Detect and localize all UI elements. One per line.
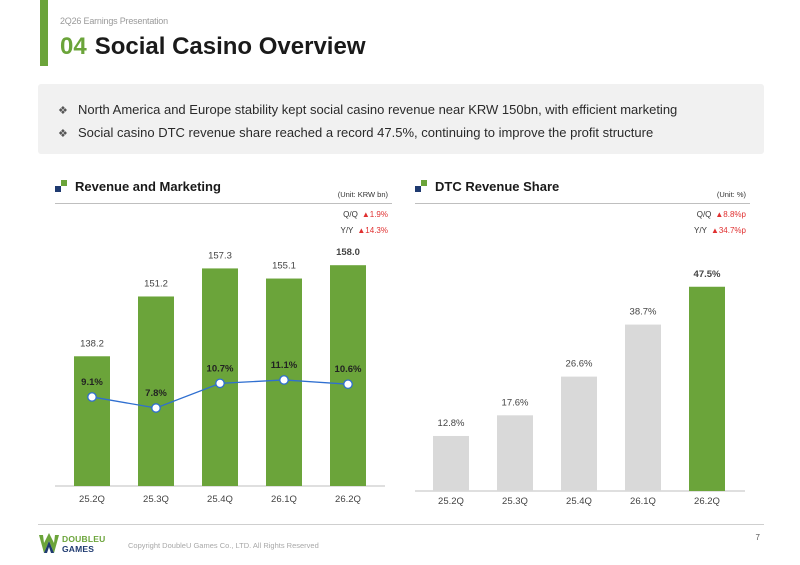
x-tick-label: 26.2Q [694, 496, 720, 507]
dtc-share-bar [561, 376, 597, 491]
yoy-label: Y/Y [694, 226, 707, 235]
summary-bullet-text: Social casino DTC revenue share reached … [78, 125, 654, 140]
unit-label: (Unit: KRW bn) [337, 190, 388, 199]
dtc-share-bar [497, 415, 533, 491]
bullet-diamond-icon: ❖ [58, 105, 68, 117]
panel-header: DTC Revenue Share (Unit: %) [415, 170, 750, 204]
revenue-bar [74, 356, 110, 486]
title-square-icon [421, 180, 427, 186]
summary-bullet-text: North America and Europe stability kept … [78, 102, 678, 117]
dtc-share-value-label: 47.5% [694, 269, 721, 280]
qoq-change: Q/Q ▲8.8%p [697, 210, 746, 219]
qoq-label: Q/Q [696, 210, 712, 219]
dtc-share-value-label: 38.7% [630, 307, 657, 318]
dtc-share-value-label: 26.6% [566, 359, 593, 370]
qoq-change: Q/Q ▲1.9% [343, 210, 388, 219]
title-square-icon [415, 186, 421, 192]
revenue-marketing-chart: 138.2 25.2Q 151.2 25.3Q 157.3 25.4Q 155.1 26.1Q… [55, 247, 385, 505]
qoq-value: ▲8.8%p [715, 210, 746, 219]
revenue-marketing-panel: Revenue and Marketing (Unit: KRW bn) Q/Q… [55, 170, 392, 505]
dtc-share-value-label: 12.8% [438, 418, 465, 429]
title-square-icon [61, 180, 67, 186]
yoy-label: Y/Y [340, 226, 354, 235]
marketing-ratio-point [87, 392, 97, 402]
revenue-value-label: 138.2 [80, 338, 104, 349]
x-tick-label: 25.3Q [502, 496, 528, 507]
presentation-eyebrow: 2Q26 Earnings Presentation [60, 16, 168, 26]
logo-text: GAMES [62, 544, 95, 554]
section-number: 04 [60, 33, 87, 60]
x-tick-label: 26.1Q [271, 494, 297, 505]
marketing-ratio-label: 10.6% [335, 364, 362, 375]
revenue-value-label: 158.0 [336, 247, 360, 258]
marketing-ratio-point [343, 379, 353, 390]
panel-title: DTC Revenue Share [435, 179, 560, 194]
section-title: Social Casino Overview [94, 33, 366, 60]
x-tick-label: 25.4Q [566, 496, 592, 507]
dtc-share-chart: 12.8% 25.2Q 17.6% 25.3Q 26.6% 25.4Q 38.7% 26.1Q… [415, 269, 745, 507]
x-tick-label: 25.2Q [438, 496, 464, 507]
x-tick-label: 26.2Q [335, 494, 361, 505]
x-tick-label: 26.1Q [630, 496, 656, 507]
logo-text: DOUBLEU [62, 534, 106, 544]
page-title: 04 Social Casino Overview [60, 33, 366, 61]
dtc-share-bar [625, 324, 661, 491]
yoy-value: ▲14.3% [357, 226, 388, 235]
panel-header: Revenue and Marketing (Unit: KRW bn) [55, 170, 392, 204]
marketing-ratio-label: 7.8% [145, 388, 167, 399]
marketing-ratio-label: 11.1% [271, 360, 298, 371]
x-tick-label: 25.4Q [207, 494, 233, 505]
copyright-text: Copyright DoubleU Games Co., LTD. All Ri… [128, 541, 319, 550]
marketing-ratio-point [215, 378, 225, 389]
yoy-change: Y/Y ▲34.7%p [694, 226, 746, 235]
bullet-diamond-icon: ❖ [58, 128, 68, 140]
panel-title: Revenue and Marketing [75, 179, 221, 194]
qoq-label: Q/Q [343, 210, 358, 219]
dtc-share-panel: DTC Revenue Share (Unit: %) Q/Q ▲8.8%p Y/… [415, 170, 750, 507]
revenue-value-label: 155.1 [272, 261, 296, 272]
marketing-ratio-point [151, 403, 161, 413]
unit-label: (Unit: %) [716, 190, 746, 199]
revenue-value-label: 157.3 [208, 250, 232, 261]
dtc-share-bar [433, 435, 469, 491]
dtc-share-value-label: 17.6% [502, 397, 529, 408]
x-tick-label: 25.2Q [79, 494, 105, 505]
marketing-ratio-label: 10.7% [207, 363, 234, 374]
revenue-bar [138, 296, 174, 486]
doubleu-w-logo-icon [39, 533, 59, 553]
revenue-bar [202, 268, 238, 486]
yoy-change: Y/Y ▲14.3% [340, 226, 388, 235]
x-tick-label: 25.3Q [143, 494, 169, 505]
marketing-ratio-point [279, 375, 289, 385]
qoq-value: ▲1.9% [361, 210, 388, 219]
title-square-icon [55, 186, 61, 192]
page-number: 7 [755, 533, 760, 542]
summary-box: ❖ North America and Europe stability kept… [38, 84, 764, 154]
yoy-value: ▲34.7%p [710, 226, 746, 235]
revenue-value-label: 151.2 [144, 278, 168, 289]
title-accent-bar [40, 0, 48, 66]
summary-bullet: ❖ North America and Europe stability kept… [58, 102, 677, 117]
summary-bullet: ❖ Social casino DTC revenue share reached… [58, 125, 653, 140]
revenue-bar [330, 265, 366, 486]
footer-divider [38, 524, 764, 525]
doubleu-games-logo: DOUBLEU GAMES [38, 531, 110, 561]
dtc-share-bar [689, 286, 725, 491]
marketing-ratio-label: 9.1% [81, 377, 103, 388]
